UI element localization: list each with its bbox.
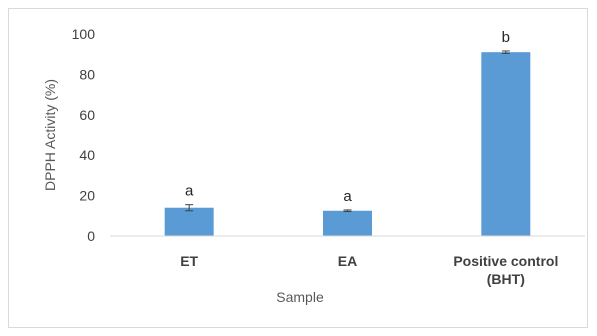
error-bar	[185, 204, 194, 212]
bar	[323, 210, 372, 236]
y-tick-label: 80	[79, 66, 95, 82]
y-tick-label: 60	[79, 107, 95, 123]
x-axis-title: Sample	[276, 289, 324, 305]
error-bar	[343, 209, 352, 213]
y-tick-label: 0	[87, 228, 95, 244]
category-label: EA	[338, 253, 357, 269]
significance-label: a	[343, 188, 352, 205]
bar	[481, 52, 531, 237]
y-axis-title: DPPH Activity (%)	[42, 79, 58, 191]
error-bar	[501, 50, 510, 54]
bar	[164, 207, 214, 236]
y-tick-label: 40	[79, 147, 95, 163]
y-tick-label: 20	[79, 188, 95, 204]
category-label: Positive control (BHT)	[453, 253, 558, 287]
y-tick-label: 100	[72, 26, 96, 42]
category-label: ET	[180, 253, 198, 269]
significance-label: a	[185, 183, 194, 200]
significance-label: b	[502, 29, 510, 46]
